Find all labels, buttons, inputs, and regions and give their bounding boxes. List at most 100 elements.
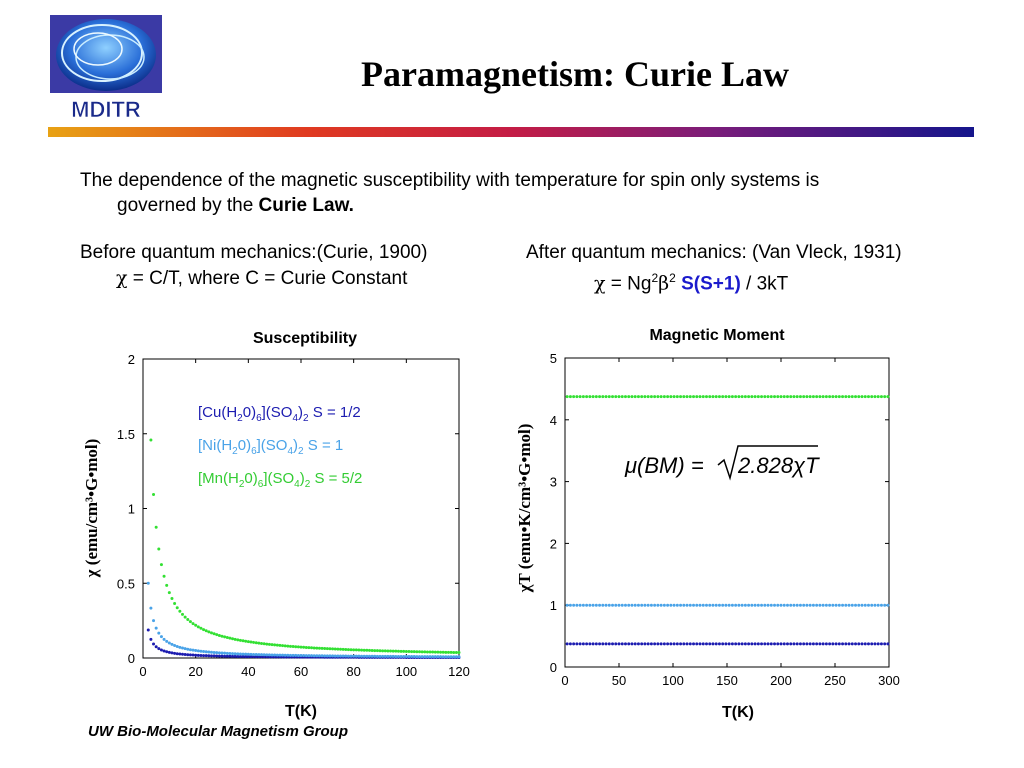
data-point-ni (449, 655, 453, 659)
data-point-mn (188, 620, 192, 624)
data-point-ni (431, 655, 435, 659)
data-point-cu (196, 653, 200, 657)
data-point-cu (873, 642, 877, 646)
data-point-mn (568, 395, 572, 399)
data-point-ni (876, 603, 880, 607)
data-point-cu (257, 655, 261, 659)
data-point-cu (627, 642, 631, 646)
data-point-cu (753, 642, 757, 646)
data-point-cu (188, 653, 192, 657)
magnetic-moment-chart: Magnetic Moment 0 50 100 150 200 250 300 0 1 2 3 4 5… (515, 327, 900, 721)
data-point-ni (798, 603, 802, 607)
data-point-cu (883, 642, 887, 646)
data-point-mn (750, 395, 754, 399)
data-point-ni (320, 654, 324, 658)
data-point-ni (873, 603, 877, 607)
x-tick-label: 250 (824, 673, 846, 688)
data-point-ni (666, 603, 670, 607)
data-point-mn (779, 395, 783, 399)
data-point-ni (588, 603, 592, 607)
data-point-ni (643, 603, 647, 607)
data-point-ni (252, 652, 256, 656)
data-point-mn (883, 395, 887, 399)
data-point-ni (679, 603, 683, 607)
data-point-cu (802, 642, 806, 646)
data-point-mn (636, 395, 640, 399)
data-point-ni (714, 603, 718, 607)
y-axis-label: χ (emu/cm³•G•mol) (82, 439, 101, 579)
data-point-ni (336, 654, 340, 658)
data-point-mn (669, 395, 673, 399)
data-point-mn (815, 395, 819, 399)
data-point-ni (270, 653, 274, 657)
mditr-logo: MDITR (50, 15, 162, 123)
data-point-mn (346, 648, 350, 652)
data-point-mn (265, 642, 269, 646)
moment-equation: μ(BM) = 2.828χT (624, 445, 820, 481)
data-point-mn (202, 628, 206, 632)
slide-title: Paramagnetism: Curie Law (361, 54, 789, 94)
data-point-cu (756, 642, 760, 646)
data-point-mn (433, 650, 437, 654)
data-point-cu (763, 642, 767, 646)
data-point-ni (824, 603, 828, 607)
data-point-ni (267, 653, 271, 657)
data-point-ni (779, 603, 783, 607)
data-point-cu (730, 642, 734, 646)
data-point-cu (617, 642, 621, 646)
data-point-ni (173, 644, 177, 648)
data-point-ni (711, 603, 715, 607)
data-point-ni (766, 603, 770, 607)
data-point-ni (828, 603, 832, 607)
data-point-ni (844, 603, 848, 607)
data-point-cu (847, 642, 851, 646)
data-point-mn (238, 638, 242, 642)
data-point-mn (278, 643, 282, 647)
data-point-ni (333, 654, 337, 658)
data-point-ni (782, 603, 786, 607)
data-point-ni (399, 654, 403, 658)
intro-line-1: The dependence of the magnetic susceptib… (80, 170, 820, 191)
data-point-mn (362, 648, 366, 652)
data-point-cu (181, 652, 184, 656)
data-point-mn (730, 395, 734, 399)
data-point-ni (236, 652, 240, 656)
data-point-mn (737, 395, 741, 399)
y-tick-label: 1 (128, 502, 135, 517)
data-point-mn (249, 640, 253, 644)
data-point-ni (396, 654, 400, 658)
data-point-cu (727, 642, 731, 646)
data-point-ni (717, 603, 721, 607)
data-point-mn (186, 618, 190, 622)
data-point-ni (183, 647, 187, 651)
data-point-cu (170, 651, 174, 655)
data-point-ni (740, 603, 744, 607)
legend-item-ni: [Ni(H20)6](SO4)2 S = 1 (198, 437, 343, 457)
data-point-mn (410, 650, 414, 654)
data-point-ni (688, 603, 692, 607)
x-tick-label: 40 (241, 664, 255, 679)
data-point-ni (278, 653, 282, 657)
data-point-ni (815, 603, 819, 607)
data-point-cu (231, 654, 235, 658)
data-point-mn (341, 647, 345, 651)
data-point-mn (317, 646, 321, 650)
data-point-cu (876, 642, 880, 646)
data-point-mn (798, 395, 802, 399)
data-point-ni (223, 651, 227, 655)
data-point-cu (769, 642, 773, 646)
data-point-ni (581, 603, 585, 607)
data-point-mn (753, 395, 757, 399)
data-point-ni (847, 603, 851, 607)
data-point-ni (302, 654, 306, 658)
data-point-mn (418, 650, 421, 654)
data-point-ni (307, 654, 311, 658)
data-point-mn (743, 395, 747, 399)
data-point-ni (146, 581, 150, 585)
data-point-mn (194, 623, 198, 627)
data-point-cu (199, 653, 203, 657)
data-point-mn (199, 626, 203, 630)
data-point-ni (207, 650, 211, 654)
data-point-cu (789, 642, 793, 646)
data-point-mn (381, 649, 385, 653)
